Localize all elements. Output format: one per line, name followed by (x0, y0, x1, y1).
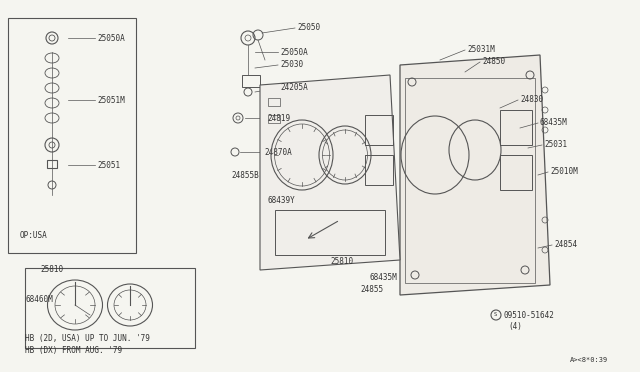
Text: (4): (4) (508, 321, 522, 330)
Text: 68435M: 68435M (540, 118, 568, 126)
Bar (500, 110, 532, 145)
Bar (8, 18, 136, 253)
Text: HB (DX) FROM AUG. '79: HB (DX) FROM AUG. '79 (25, 346, 122, 355)
Text: 24870A: 24870A (264, 148, 292, 157)
Text: 24855: 24855 (360, 285, 383, 295)
Text: OP:USA: OP:USA (20, 231, 48, 240)
Bar (500, 155, 532, 190)
Bar (405, 78, 535, 283)
Polygon shape (260, 75, 400, 270)
Bar (365, 115, 393, 145)
Text: 24205A: 24205A (280, 83, 308, 92)
Text: 24830: 24830 (520, 94, 543, 103)
Text: 09510-51642: 09510-51642 (503, 311, 554, 320)
Text: 24854: 24854 (554, 240, 577, 248)
Text: 25050A: 25050A (97, 33, 125, 42)
Text: 25810: 25810 (330, 257, 353, 266)
Bar (275, 210, 385, 255)
Text: 25810: 25810 (40, 266, 63, 275)
Text: 25050A: 25050A (280, 48, 308, 57)
Text: 24855B: 24855B (231, 170, 259, 180)
Polygon shape (400, 55, 550, 295)
Text: 25031: 25031 (544, 140, 567, 148)
Text: 24819: 24819 (267, 113, 290, 122)
Bar (268, 115, 280, 123)
Text: 25030: 25030 (280, 60, 303, 68)
Bar (25, 268, 195, 348)
Text: 68435M: 68435M (370, 273, 397, 282)
Text: 25051: 25051 (97, 160, 120, 170)
Text: HB (2D, USA) UP TO JUN. '79: HB (2D, USA) UP TO JUN. '79 (25, 334, 150, 343)
Text: S: S (493, 312, 497, 317)
Bar (365, 155, 393, 185)
Text: 68439Y: 68439Y (268, 196, 296, 205)
Text: 25031M: 25031M (467, 45, 495, 54)
Text: A><8*0:39: A><8*0:39 (570, 357, 608, 363)
Text: 25010M: 25010M (550, 167, 578, 176)
Text: 24850: 24850 (482, 57, 505, 65)
Bar (47, 160, 57, 168)
Bar (242, 75, 260, 87)
Text: 68460M: 68460M (25, 295, 52, 305)
Bar (268, 98, 280, 106)
Text: 25050: 25050 (297, 22, 320, 32)
Text: 25051M: 25051M (97, 96, 125, 105)
